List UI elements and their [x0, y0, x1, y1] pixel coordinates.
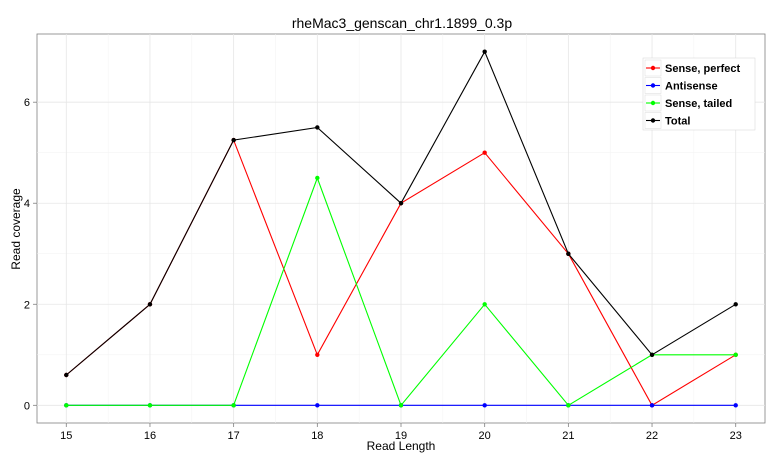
x-tick-label: 21: [562, 430, 574, 442]
data-point: [147, 302, 153, 307]
x-tick-label: 18: [311, 430, 323, 442]
data-point: [733, 302, 738, 307]
data-point: [482, 403, 487, 408]
y-axis-title: Read coverage: [9, 188, 23, 270]
x-tick-label: 17: [228, 430, 240, 442]
data-point: [315, 125, 320, 130]
x-axis-ticks: 15 16 17 18 19 20 21 22 23: [60, 423, 742, 442]
x-tick-label: 23: [730, 430, 742, 442]
legend-label: Sense, tailed: [665, 98, 732, 110]
y-tick-label: 4: [24, 198, 30, 210]
data-point: [566, 251, 571, 256]
data-point: [315, 175, 320, 181]
x-axis-title: Read Length: [367, 439, 436, 453]
data-point: [315, 352, 320, 357]
data-point: [566, 403, 571, 408]
data-point: [649, 403, 655, 408]
legend-key-point: [650, 100, 656, 106]
x-tick-label: 16: [144, 430, 156, 442]
y-tick-label: 6: [24, 97, 30, 109]
data-point: [649, 352, 655, 357]
data-point: [315, 403, 320, 408]
legend-key-point: [650, 65, 656, 71]
legend-label: Sense, perfect: [665, 63, 741, 75]
data-point: [398, 403, 404, 408]
data-point: [482, 150, 487, 155]
x-tick-label: 22: [646, 430, 658, 442]
series-lines: [64, 49, 738, 408]
data-point: [398, 201, 404, 206]
data-point: [147, 403, 153, 408]
data-point: [733, 352, 738, 357]
data-point: [64, 372, 69, 378]
data-point: [482, 302, 487, 307]
series-3: [64, 49, 738, 378]
x-tick-label: 15: [60, 430, 72, 442]
x-tick-label: 19: [395, 430, 407, 442]
legend: Sense, perfect Antisense Sense, tailed Tota…: [642, 57, 756, 131]
y-tick-label: 2: [24, 299, 30, 311]
y-tick-label: 0: [24, 400, 30, 412]
chart-title: rheMac3_genscan_chr1.1899_0.3p: [292, 15, 512, 31]
data-point: [733, 403, 738, 408]
data-point: [231, 137, 236, 143]
x-tick-label: 20: [479, 430, 491, 442]
legend-label: Antisense: [665, 81, 718, 93]
legend-label: Total: [665, 116, 690, 128]
y-axis-ticks: 0 2 4 6: [24, 97, 37, 412]
legend-key-point: [650, 83, 656, 88]
legend-box: [642, 57, 756, 131]
data-point: [231, 403, 236, 408]
data-point: [482, 49, 487, 54]
data-point: [64, 403, 69, 408]
legend-key-point: [650, 118, 656, 123]
